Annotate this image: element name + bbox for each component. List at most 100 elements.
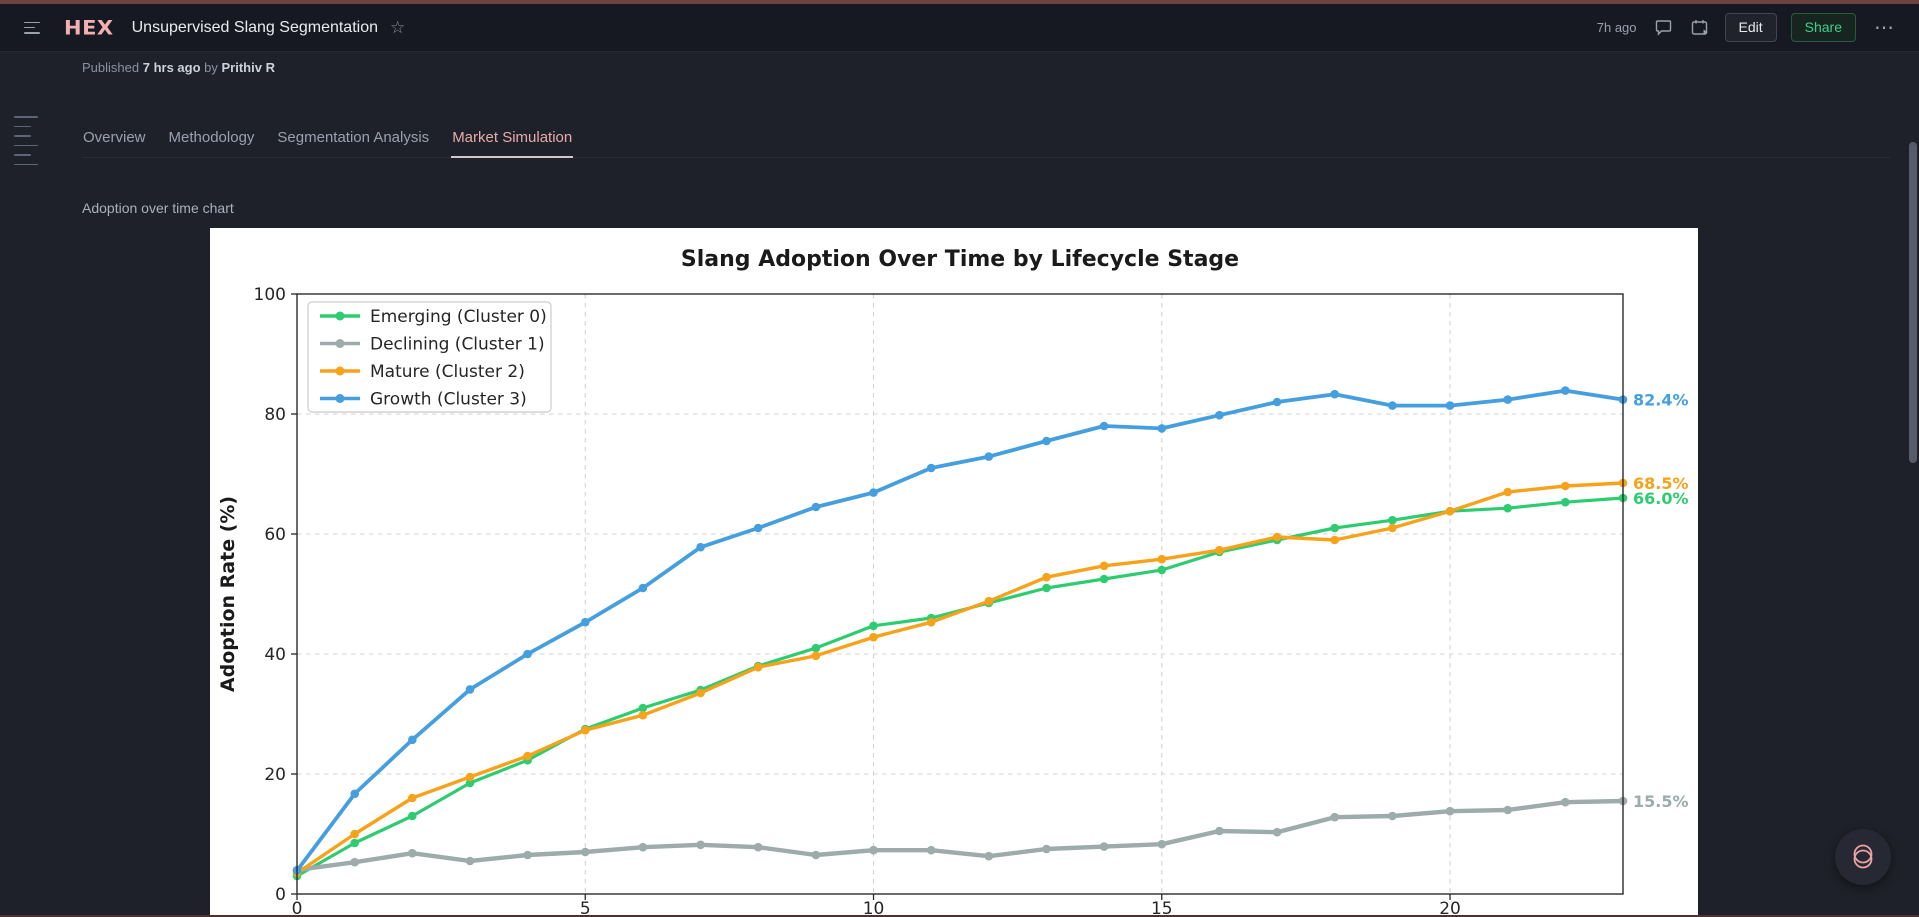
marker-mature-cluster-2 bbox=[1561, 481, 1570, 491]
marker-emerging-cluster-0 bbox=[638, 703, 648, 713]
marker-mature-cluster-2 bbox=[638, 710, 648, 720]
marker-declining-cluster-1 bbox=[926, 845, 936, 855]
x-tick-label: 5 bbox=[580, 899, 591, 917]
share-button[interactable]: Share bbox=[1790, 13, 1856, 42]
published-info: Published 7 hrs ago by Prithiv R bbox=[82, 60, 275, 75]
marker-declining-cluster-1 bbox=[1330, 812, 1339, 822]
marker-mature-cluster-2 bbox=[1272, 532, 1282, 542]
marker-growth-cluster-3 bbox=[1503, 395, 1512, 404]
marker-declining-cluster-1 bbox=[1157, 839, 1167, 849]
hex-magic-button[interactable] bbox=[1835, 829, 1891, 885]
chart-svg: 0 20 40 60 80 100 0 5 10 15 20 Slang Adoption Over … bbox=[210, 228, 1698, 917]
marker-mature-cluster-2 bbox=[581, 725, 590, 735]
marker-mature-cluster-2 bbox=[1330, 535, 1339, 545]
legend-label: Emerging (Cluster 0) bbox=[370, 307, 547, 327]
scrollbar-thumb[interactable] bbox=[1909, 142, 1917, 463]
marker-growth-cluster-3 bbox=[465, 685, 475, 694]
marker-mature-cluster-2 bbox=[926, 617, 936, 627]
marker-emerging-cluster-0 bbox=[1157, 565, 1167, 575]
end-value-label: 66.0% bbox=[1633, 489, 1689, 508]
legend-label: Declining (Cluster 1) bbox=[370, 335, 545, 355]
window-bottom-border bbox=[0, 915, 1919, 917]
marker-declining-cluster-1 bbox=[465, 856, 475, 866]
series-line-mature-cluster-2 bbox=[295, 481, 1625, 875]
marker-declining-cluster-1 bbox=[350, 857, 359, 867]
marker-growth-cluster-3 bbox=[1215, 410, 1224, 420]
more-options-icon[interactable]: ⋯ bbox=[1874, 16, 1895, 39]
marker-mature-cluster-2 bbox=[1503, 487, 1512, 497]
marker-growth-cluster-3 bbox=[523, 649, 532, 659]
chart-title: Slang Adoption Over Time by Lifecycle St… bbox=[681, 247, 1239, 272]
last-updated: 7h ago bbox=[1596, 19, 1637, 35]
legend-label: Growth (Cluster 3) bbox=[370, 390, 527, 410]
y-axis-label: Adoption Rate (%) bbox=[217, 496, 239, 692]
marker-declining-cluster-1 bbox=[1561, 797, 1570, 807]
marker-declining-cluster-1 bbox=[753, 842, 763, 852]
published-author: Prithiv R bbox=[221, 60, 275, 75]
hex-logo[interactable]: HEX bbox=[64, 16, 114, 39]
star-icon[interactable]: ☆ bbox=[390, 17, 406, 37]
y-tick-label: 0 bbox=[275, 885, 286, 905]
comment-icon[interactable] bbox=[1653, 16, 1675, 38]
chart-panel: 0 20 40 60 80 100 0 5 10 15 20 Slang Adoption Over … bbox=[210, 228, 1698, 917]
marker-growth-cluster-3 bbox=[1561, 386, 1570, 395]
marker-declining-cluster-1 bbox=[1215, 826, 1224, 836]
marker-growth-cluster-3 bbox=[926, 463, 936, 473]
tab-overview[interactable]: Overview bbox=[83, 129, 146, 146]
x-tick-label: 0 bbox=[292, 899, 303, 917]
marker-mature-cluster-2 bbox=[1445, 506, 1455, 516]
marker-emerging-cluster-0 bbox=[408, 811, 417, 821]
marker-growth-cluster-3 bbox=[811, 502, 821, 512]
marker-declining-cluster-1 bbox=[1503, 805, 1512, 815]
edit-button[interactable]: Edit bbox=[1724, 13, 1777, 42]
marker-growth-cluster-3 bbox=[408, 735, 417, 745]
x-tick-label: 15 bbox=[1151, 899, 1173, 917]
marker-emerging-cluster-0 bbox=[1561, 497, 1570, 507]
window-top-border bbox=[0, 0, 1919, 4]
marker-emerging-cluster-0 bbox=[1503, 503, 1512, 513]
marker-mature-cluster-2 bbox=[1042, 572, 1051, 582]
y-tick-label: 20 bbox=[264, 765, 286, 785]
tab-segmentation-analysis[interactable]: Segmentation Analysis bbox=[277, 129, 430, 146]
project-title: Unsupervised Slang Segmentation bbox=[131, 18, 378, 36]
published-time: 7 hrs ago bbox=[142, 60, 201, 75]
marker-mature-cluster-2 bbox=[1215, 545, 1224, 555]
tab-bar: Overview Methodology Segmentation Analys… bbox=[82, 125, 1890, 158]
marker-mature-cluster-2 bbox=[696, 688, 705, 698]
marker-mature-cluster-2 bbox=[523, 751, 532, 761]
marker-emerging-cluster-0 bbox=[350, 838, 359, 848]
marker-declining-cluster-1 bbox=[1099, 842, 1109, 851]
legend-label: Mature (Cluster 2) bbox=[370, 362, 525, 382]
marker-growth-cluster-3 bbox=[1157, 424, 1167, 433]
y-tick-label: 80 bbox=[264, 405, 286, 425]
marker-mature-cluster-2 bbox=[408, 793, 417, 803]
marker-growth-cluster-3 bbox=[1042, 436, 1051, 446]
marker-declining-cluster-1 bbox=[1445, 806, 1455, 816]
marker-emerging-cluster-0 bbox=[1330, 523, 1339, 533]
marker-growth-cluster-3 bbox=[984, 452, 994, 461]
series-line-growth-cluster-3 bbox=[295, 388, 1625, 873]
x-tick-label: 20 bbox=[1439, 899, 1461, 917]
marker-mature-cluster-2 bbox=[869, 632, 878, 642]
y-tick-label: 40 bbox=[264, 645, 286, 665]
tab-methodology[interactable]: Methodology bbox=[168, 129, 255, 146]
marker-growth-cluster-3 bbox=[1445, 401, 1455, 410]
marker-mature-cluster-2 bbox=[1157, 554, 1167, 564]
legend-box bbox=[307, 301, 552, 413]
marker-growth-cluster-3 bbox=[1272, 397, 1282, 407]
tab-market-simulation[interactable]: Market Simulation bbox=[451, 125, 574, 158]
series-line-declining-cluster-1 bbox=[294, 798, 1626, 873]
marker-mature-cluster-2 bbox=[465, 772, 475, 782]
marker-emerging-cluster-0 bbox=[1042, 583, 1051, 593]
marker-mature-cluster-2 bbox=[1099, 561, 1109, 571]
end-value-label: 15.5% bbox=[1633, 792, 1689, 811]
marker-emerging-cluster-0 bbox=[1388, 515, 1397, 525]
menu-icon[interactable] bbox=[24, 21, 42, 34]
marker-declining-cluster-1 bbox=[811, 850, 821, 860]
marker-mature-cluster-2 bbox=[350, 829, 359, 839]
plot-border bbox=[296, 293, 1624, 895]
schedule-icon[interactable] bbox=[1689, 16, 1711, 38]
marker-declining-cluster-1 bbox=[1042, 844, 1051, 854]
outline-icon[interactable] bbox=[14, 116, 38, 165]
marker-growth-cluster-3 bbox=[638, 583, 648, 593]
